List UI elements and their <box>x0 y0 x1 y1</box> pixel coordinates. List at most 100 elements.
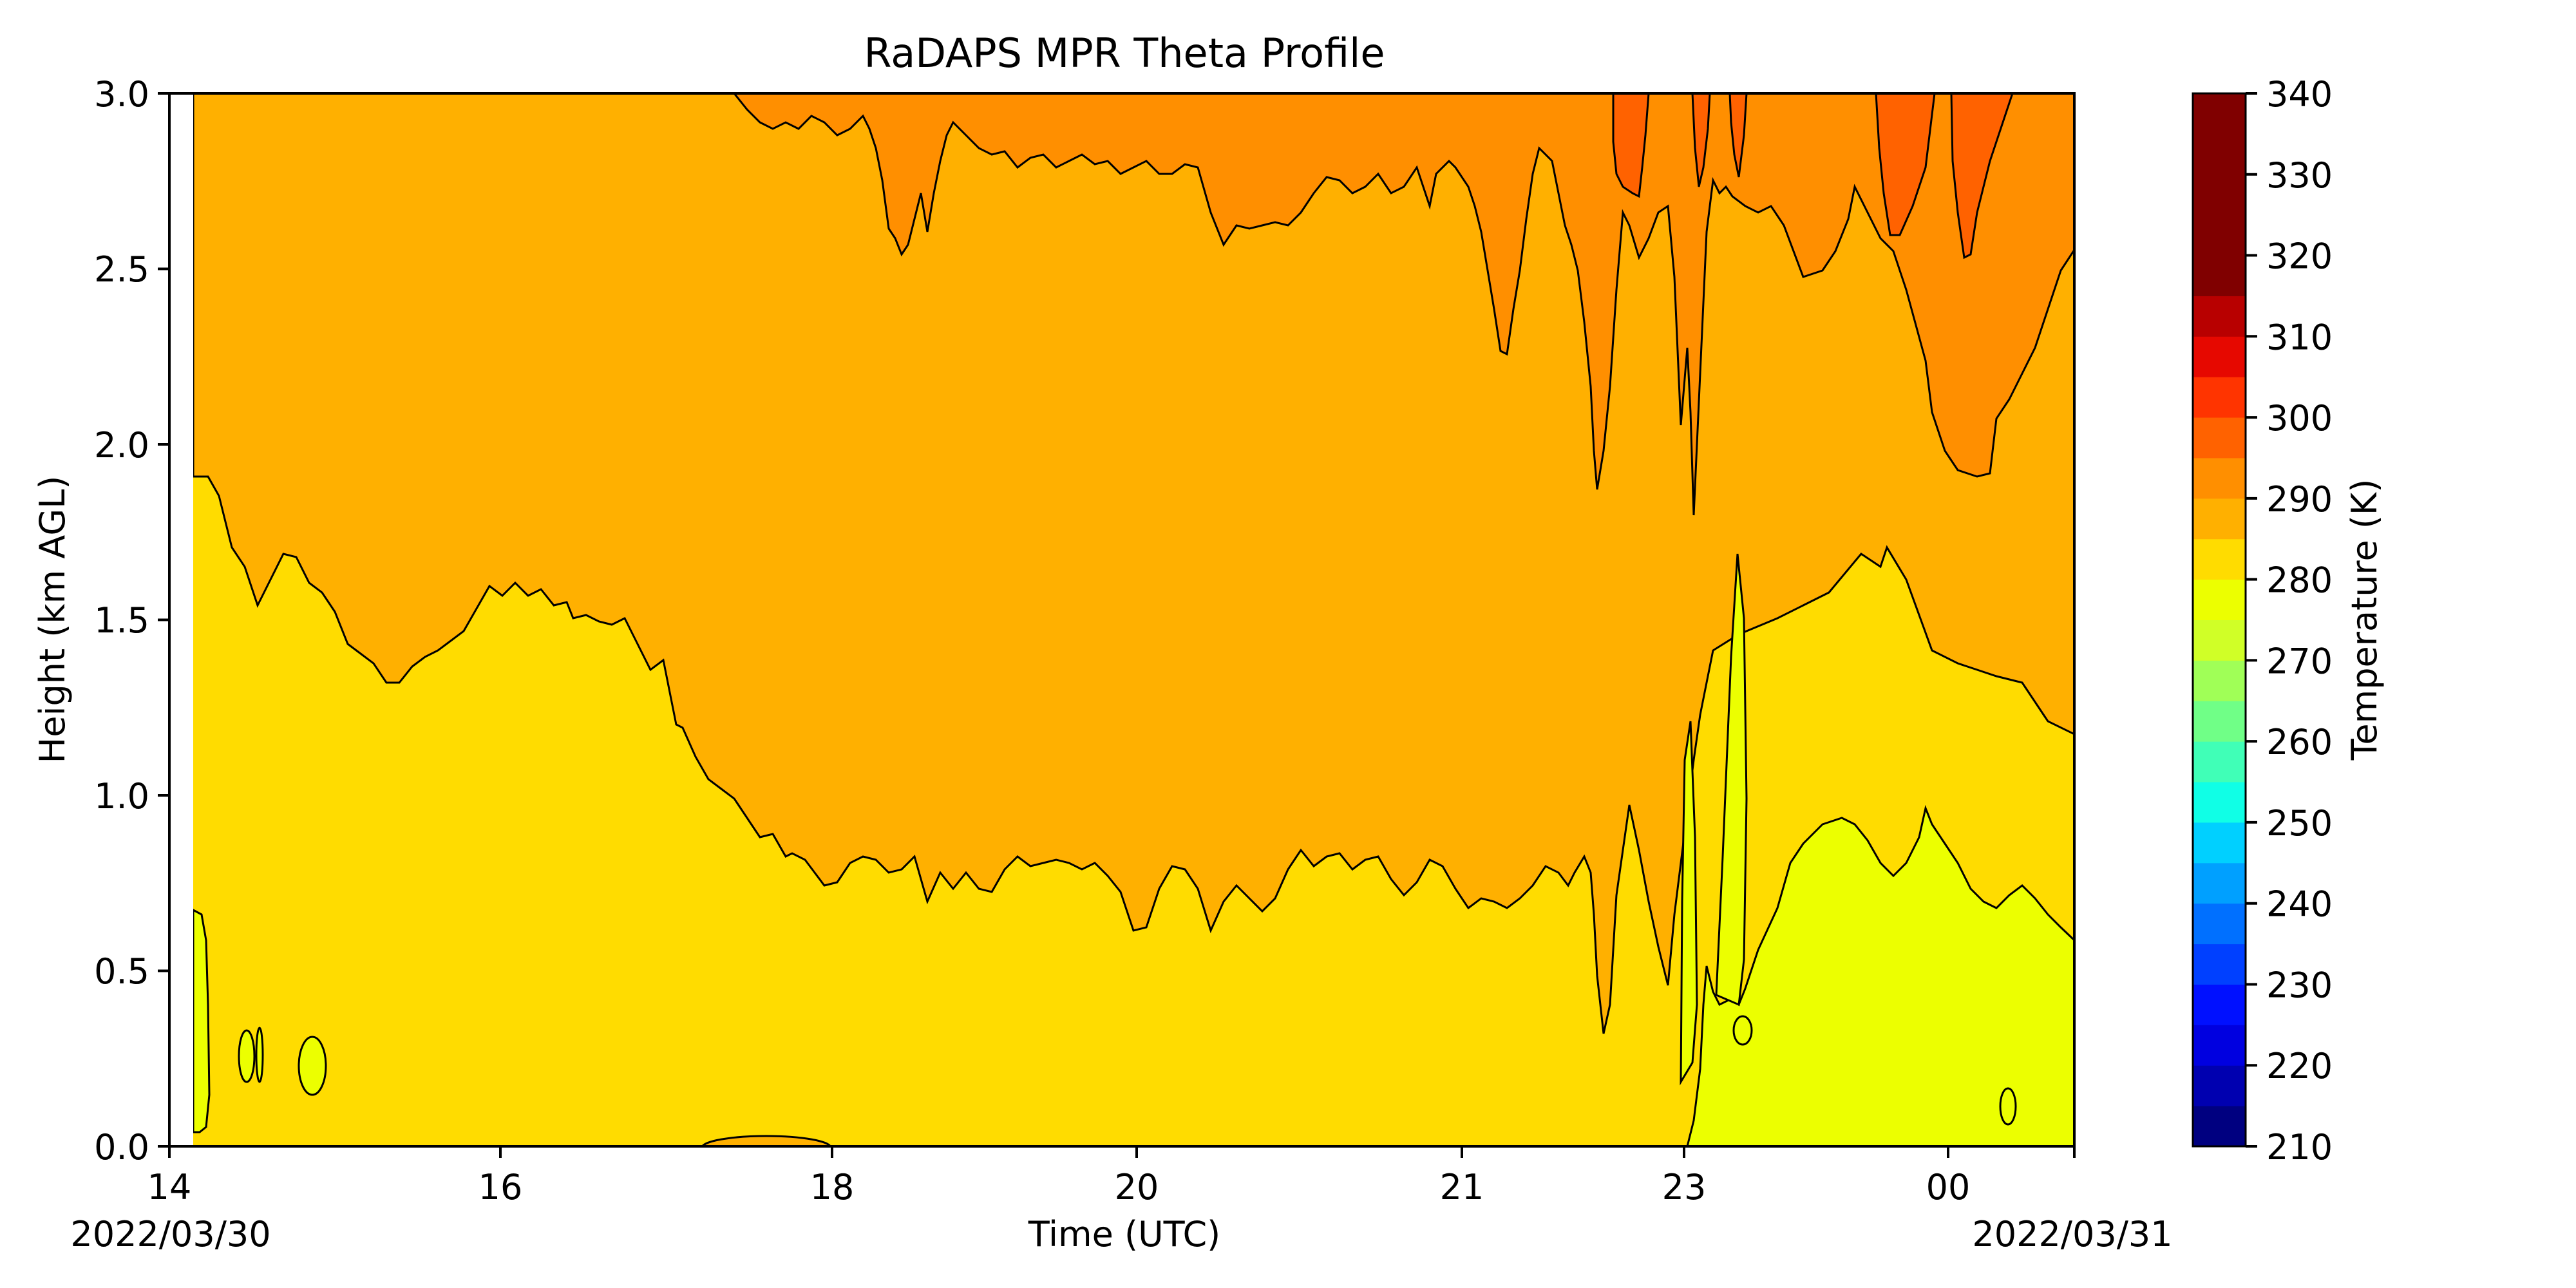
colorbar-cell <box>2193 538 2246 580</box>
band-310-315-patch-3 <box>1728 93 1748 178</box>
colorbar-cell <box>2193 174 2246 216</box>
colorbar-tick-label: 240 <box>2266 884 2333 925</box>
y-axis: 0.0 0.5 1.0 1.5 2.0 2.5 3.0 Height (km A… <box>32 74 169 1168</box>
band-290-295 <box>1686 804 2074 1146</box>
x-tick-label: 23 <box>1662 1167 1707 1208</box>
colorbar-tick-label: 290 <box>2266 479 2333 520</box>
colorbar-cell <box>2193 701 2246 742</box>
colorbar-cell <box>2193 579 2246 620</box>
band-310-315-patch-5 <box>1950 93 2014 260</box>
x-tick-label: 14 <box>147 1167 192 1208</box>
colorbar-tick-label: 250 <box>2266 803 2333 844</box>
y-tick: 2.5 <box>94 249 169 290</box>
y-tick-label: 1.0 <box>94 776 149 817</box>
band-290-295-blob-1 <box>238 1029 256 1083</box>
colorbar-tick-label: 280 <box>2266 560 2333 601</box>
band-310-315-patch-2 <box>1691 93 1711 187</box>
colorbar-frame <box>2192 92 2247 1148</box>
plot-area <box>168 92 2076 1148</box>
chart-title: RaDAPS MPR Theta Profile <box>864 30 1385 77</box>
colorbar-cell <box>2193 943 2246 985</box>
x-tick: 20 <box>1115 1146 1159 1208</box>
y-tick: 3.0 <box>94 74 169 115</box>
colorbar-cell <box>2193 862 2246 904</box>
y-tick: 0.0 <box>94 1127 169 1168</box>
band-290-295-streak-2 <box>1680 721 1698 1086</box>
colorbar: 210 220 230 240 250 260 270 280 290 300 310 320 330 3… <box>2192 74 2385 1168</box>
y-tick-label: 0.0 <box>94 1127 149 1168</box>
x-tick-label: 16 <box>478 1167 523 1208</box>
colorbar-tick-label: 300 <box>2266 398 2333 439</box>
colorbar-cell <box>2193 822 2246 864</box>
band-300-305-blob-bottom <box>701 1135 832 1146</box>
colorbar-cell <box>2193 133 2246 175</box>
no-data-gap <box>169 93 193 1146</box>
colorbar-cell <box>2193 903 2246 945</box>
band-310-315-patch-4 <box>1875 93 1936 236</box>
y-tick: 1.0 <box>94 776 169 817</box>
x-tick-label: 18 <box>810 1167 855 1208</box>
y-tick-label: 0.5 <box>94 951 149 992</box>
x-tick: 18 <box>810 1146 855 1208</box>
band-290-295-streak-1 <box>1715 553 1748 1007</box>
colorbar-cells <box>2193 93 2246 1147</box>
colorbar-tick-label: 220 <box>2266 1046 2333 1086</box>
band-310-315-patch-1 <box>1612 93 1650 198</box>
colorbar-cell <box>2193 984 2246 1025</box>
y-tick-label: 3.0 <box>94 74 149 115</box>
colorbar-cell <box>2193 620 2246 661</box>
colorbar-label: Temperature (K) <box>2344 479 2385 761</box>
x-axis-label: Time (UTC) <box>1028 1214 1221 1255</box>
x-tick-label: 20 <box>1115 1167 1159 1208</box>
y-tick: 0.5 <box>94 951 169 992</box>
x-tick-label: 21 <box>1440 1167 1484 1208</box>
x-tick: 23 <box>1662 1146 1707 1208</box>
x-tick: 14 <box>147 1146 192 1208</box>
colorbar-tick-label: 340 <box>2266 74 2333 115</box>
colorbar-cell <box>2193 93 2246 135</box>
band-290-295-blob-4 <box>1999 1087 2017 1126</box>
colorbar-cell <box>2193 1106 2246 1147</box>
y-tick: 1.5 <box>94 600 169 641</box>
y-tick: 2.0 <box>94 425 169 466</box>
x-tick: 21 <box>1440 1146 1484 1208</box>
colorbar-tick-label: 330 <box>2266 155 2333 196</box>
colorbar-cell <box>2193 417 2246 459</box>
colorbar-ticks: 210 220 230 240 250 260 270 280 290 300 310 320 330 3… <box>2246 74 2333 1168</box>
x-tick-label: 00 <box>1926 1167 1971 1208</box>
colorbar-cell <box>2193 1025 2246 1066</box>
y-tick-label: 2.0 <box>94 425 149 466</box>
contour-fill-layer <box>192 93 2074 1146</box>
colorbar-cell <box>2193 296 2246 337</box>
colorbar-tick-label: 310 <box>2266 317 2333 357</box>
end-date-label: 2022/03/31 <box>1972 1214 2172 1255</box>
colorbar-tick-label: 210 <box>2266 1127 2333 1168</box>
band-305-310 <box>733 93 2074 516</box>
colorbar-cell <box>2193 1065 2246 1106</box>
colorbar-cell <box>2193 336 2246 377</box>
band-290-295-left-strip <box>192 908 211 1133</box>
y-axis-label: Height (km AGL) <box>32 476 73 764</box>
y-tick-label: 2.5 <box>94 249 149 290</box>
colorbar-cell <box>2193 782 2246 823</box>
x-tick: 00 <box>1926 1146 1971 1208</box>
colorbar-tick-label: 260 <box>2266 722 2333 762</box>
colorbar-tick-label: 270 <box>2266 641 2333 681</box>
colorbar-cell <box>2193 741 2246 782</box>
x-axis: 14 16 18 20 21 23 00 Time (UTC) 2022/03/… <box>70 1146 2173 1255</box>
x-tick: 16 <box>478 1146 523 1208</box>
colorbar-cell <box>2193 660 2246 701</box>
colorbar-tick-label: 230 <box>2266 965 2333 1005</box>
colorbar-tick-label: 320 <box>2266 236 2333 277</box>
colorbar-cell <box>2193 498 2246 540</box>
band-290-295-blob-3 <box>298 1036 327 1096</box>
start-date-label: 2022/03/30 <box>70 1214 270 1255</box>
colorbar-cell <box>2193 255 2246 296</box>
colorbar-cell <box>2193 377 2246 418</box>
y-tick-label: 1.5 <box>94 600 149 641</box>
band-300-305-blob-mid <box>1732 1015 1753 1046</box>
colorbar-cell <box>2193 214 2246 256</box>
colorbar-cell <box>2193 457 2246 499</box>
band-290-295-blob-2 <box>255 1027 264 1083</box>
